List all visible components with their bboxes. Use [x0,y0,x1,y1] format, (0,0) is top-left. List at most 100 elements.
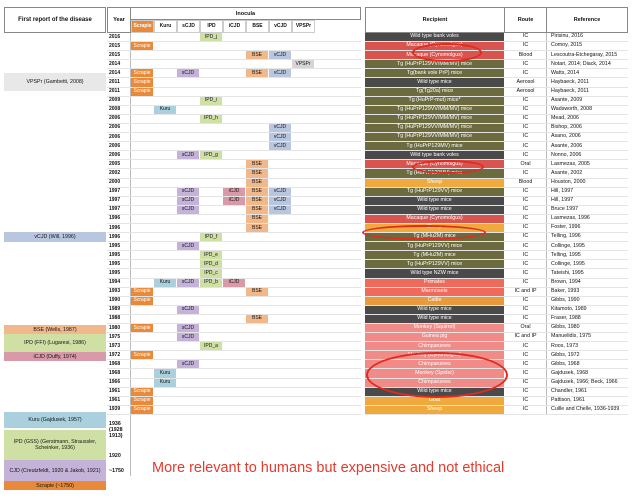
year-cell: 2014 [107,69,131,78]
recipient-header-cell: Recipient [365,7,505,33]
reference-cell: Baker, 1993 [547,287,628,296]
inoculum-cell [246,296,269,305]
inoculum-cell: sCJD [177,187,200,196]
inoculum-cell [269,387,292,396]
inoculum-cell [154,214,177,223]
inoculum-cell [177,233,200,242]
inoculum-cell [200,51,223,60]
recipient-cell: Tg (HuPrP-mut) mice* [365,96,505,105]
inoculum-cell [223,314,246,323]
inoculum-cell [177,342,200,351]
reference-cell: Comoy, 2015 [547,42,628,51]
inoculum-cell [223,223,246,233]
inoculum-cell [200,296,223,305]
inoculum-cell [223,387,246,396]
year-cell: 1997 [107,205,131,214]
inoculum-cell [177,378,200,387]
inoculum-cell: Kuru [154,369,177,378]
inoculum-cell [292,287,315,296]
inoculum-cell [154,360,177,369]
inoculum-cell [292,205,315,214]
inoculum-cell [177,123,200,133]
inoculum-cell [246,60,269,69]
year-cell: 1980 [107,324,131,333]
inoculum-cell: BSE [246,169,269,178]
inoculum-cell [269,305,292,314]
inoculum-cell [246,242,269,251]
inoculum-cell [154,233,177,242]
inoculum-cell [292,123,315,133]
reference-cell: Kitamoto, 1989 [547,305,628,314]
inoculum-cell [177,396,200,405]
inoculum-cell [177,33,200,42]
inoculum-cell [246,96,269,105]
inoculum-cell: IPD_a [200,342,223,351]
inoculum-cell [292,324,315,333]
inoculum-cell [292,242,315,251]
recipient-cell: Wild type NZW mice [365,269,505,278]
year-cell: 1989 [107,305,131,314]
inocula-row: 2000 BSE [107,178,361,188]
inoculum-cell [223,296,246,305]
recipient-row: Wild type mice IC Fraser, 1988 [365,314,628,324]
inoculum-cell [177,405,200,414]
recipient-cell: Sheep [365,405,505,414]
inoculum-cell [223,178,246,187]
inoculum-cell [177,314,200,323]
inocula-row: 1997 sCJD iCJD BSE vCJD [107,196,361,206]
reference-cell: Bishop, 2006 [547,123,628,133]
reference-cell: Fraser, 1988 [547,314,628,323]
recipient-cell: Cattle [365,296,505,305]
recipient-row: Sheep Blood Houston, 2000 [365,178,628,188]
inoculum-cell [292,360,315,369]
inocula-col-scjd: sCJD [177,20,200,33]
recipient-row: Wild type bank voles IC Pirisinu, 2016 [365,33,628,43]
year-cell: 2011 [107,78,131,87]
inoculum-cell [200,287,223,296]
recipient-row: Goat IC Pattison, 1961 [365,396,628,406]
recipient-cell: Tg (HuPrP129VV/MM/MV) mice [365,114,505,123]
inoculum-cell [154,342,177,351]
year-cell: 1996 [107,233,131,242]
recipient-cell: Guinea pig [365,333,505,342]
inoculum-cell [269,287,292,296]
year-cell: 1996 [107,223,131,233]
recipient-cell: Macaque (Cynomolgus) [365,214,505,223]
inoculum-cell [292,96,315,105]
inoculum-cell [131,96,154,105]
inoculum-cell [269,360,292,369]
inoculum-cell [131,187,154,196]
inoculum-cell [269,160,292,169]
inoculum-cell [154,387,177,396]
recipient-row: Guinea pig IC and IP Manuelidis, 1975 [365,333,628,343]
inoculum-cell [154,96,177,105]
inoculum-cell [154,351,177,360]
inoculum-cell [177,260,200,269]
inoculum-cell [131,242,154,251]
inoculum-cell [200,123,223,133]
inoculum-cell [200,78,223,87]
inocula-rows: 2016 IPD_j 2015 Scrapie 2015 BSE vCJD 2014 VPSPr… [107,33,361,415]
recipient-cell: Wild type bank voles [365,33,505,42]
inoculum-cell: VPSPr [292,60,315,69]
reference-cell: Lescoutra-Etchegaray, 2015 [547,51,628,60]
reference-cell: Notari, 2014; Diack, 2014 [547,60,628,69]
inoculum-cell [131,60,154,69]
inoculum-cell: sCJD [177,278,200,287]
route-cell: IC [505,351,547,360]
inoculum-cell [292,169,315,178]
inoculum-cell [200,178,223,187]
inoculum-cell [269,105,292,114]
tail-year-cell: 1936 (1928 1913) [107,414,131,445]
inoculum-cell: BSE [246,214,269,223]
inocula-col-vcjd: vCJD [269,20,292,33]
recipient-cell: Tg (HuPrP129VV) mice [365,187,505,196]
inoculum-cell [177,51,200,60]
inoculum-cell [223,214,246,223]
inoculum-cell [246,114,269,123]
recipient-cell: Wild type bank voles [365,151,505,160]
inoculum-cell: sCJD [177,205,200,214]
inocula-row: 1973 IPD_a [107,342,361,352]
inoculum-cell [200,69,223,78]
inocula-col-kuru: Kuru [154,20,177,33]
